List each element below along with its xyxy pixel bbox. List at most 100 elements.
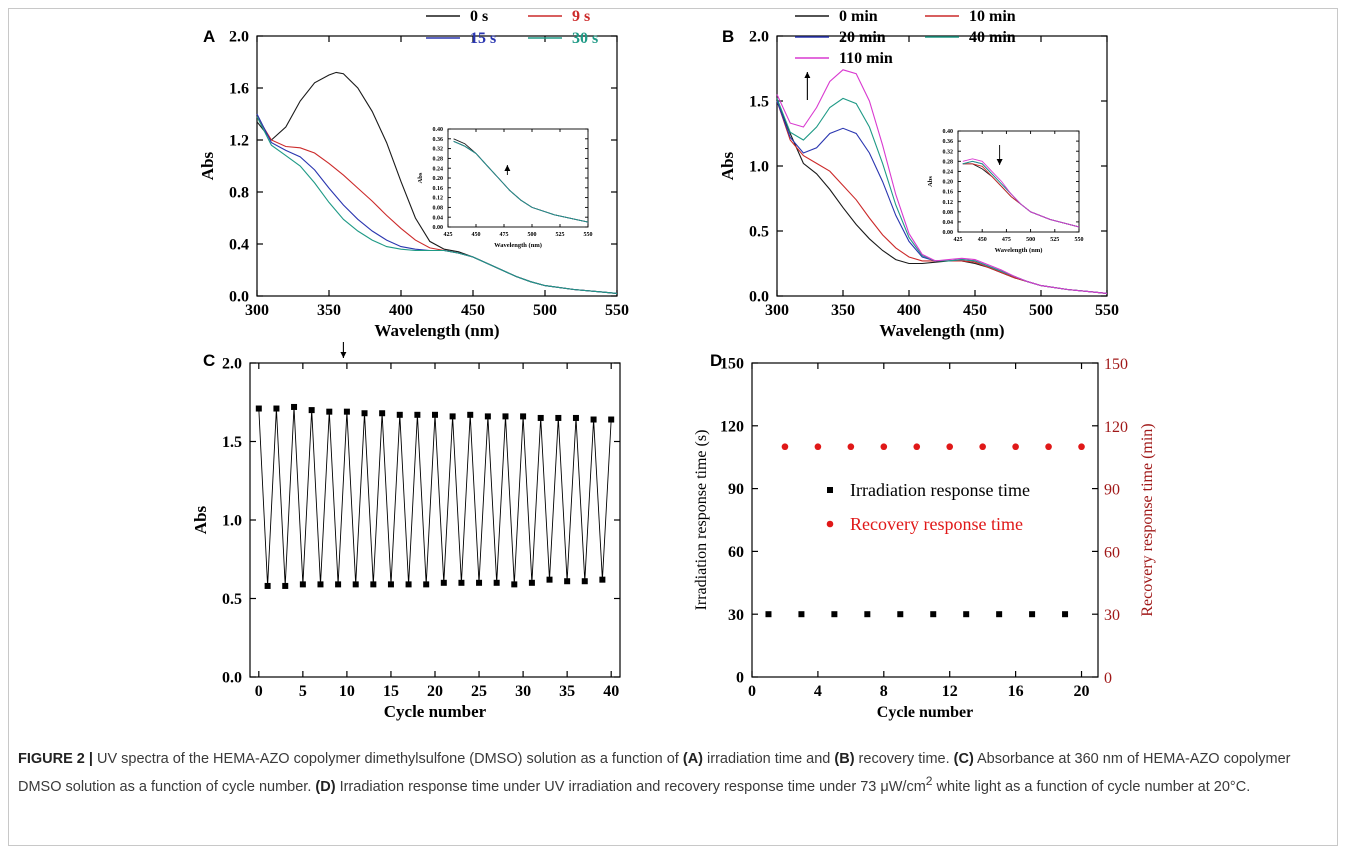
data-point bbox=[282, 582, 289, 589]
data-point bbox=[897, 611, 904, 618]
y-axis-label: Abs bbox=[198, 151, 217, 180]
x-tick-label: 0 bbox=[748, 683, 756, 700]
inset-y-axis-label: Abs bbox=[417, 172, 424, 183]
data-point bbox=[467, 411, 474, 418]
caption-ref-b: (B) bbox=[834, 751, 855, 767]
data-point bbox=[432, 411, 438, 418]
data-point bbox=[352, 581, 359, 588]
x-tick-label: 20 bbox=[1074, 683, 1090, 700]
data-point bbox=[864, 611, 871, 618]
inset-series-line bbox=[453, 140, 589, 223]
x-tick-label: 15 bbox=[383, 683, 399, 700]
inset-y-tick-label: 0.00 bbox=[943, 230, 954, 236]
data-point bbox=[476, 579, 483, 586]
inset-arrow-head bbox=[504, 165, 511, 171]
caption-text-2: irradiation time and bbox=[703, 751, 835, 767]
panel-label: B bbox=[722, 27, 734, 46]
inset-x-tick-label: 425 bbox=[444, 232, 453, 238]
inset-x-tick-label: 550 bbox=[584, 232, 593, 238]
data-point bbox=[930, 611, 937, 618]
panel-d: D 0 4 8 12 16 20 0 30 60 90 120 150 Cycle number Irrad… bbox=[693, 351, 1156, 721]
x-tick-label: 300 bbox=[765, 302, 789, 319]
data-point bbox=[831, 611, 838, 618]
legend-entry: 0 s bbox=[470, 8, 488, 25]
data-point bbox=[599, 576, 606, 583]
y-tick-label: 0 bbox=[736, 670, 744, 687]
y2-tick-label: 150 bbox=[1104, 356, 1128, 373]
caption-text-5: Irradiation response time under UV irrad… bbox=[335, 778, 926, 795]
inset-y-tick-label: 0.36 bbox=[943, 139, 954, 145]
x-tick-label: 500 bbox=[1029, 302, 1053, 319]
x-tick-label: 450 bbox=[461, 302, 485, 319]
caption-text-4: Absorbance at 360 nm of HEMA-AZO copolym… bbox=[18, 751, 1291, 795]
y2-axis-label: Recovery response time (min) bbox=[1139, 423, 1156, 616]
series-line bbox=[256, 116, 618, 294]
y-axis-label: Abs bbox=[191, 505, 210, 534]
inset-x-tick-label: 525 bbox=[556, 232, 565, 238]
data-point bbox=[361, 410, 368, 417]
data-point bbox=[423, 581, 430, 588]
caption-text-3: recovery time. bbox=[854, 751, 954, 767]
inset-y-tick-label: 0.16 bbox=[943, 190, 954, 196]
y-tick-label: 1.0 bbox=[222, 513, 242, 530]
inset-series-line bbox=[962, 160, 1080, 228]
inset-y-axis-label: Abs bbox=[927, 176, 934, 187]
y-axis-label: Abs bbox=[718, 151, 737, 180]
inset-series-line bbox=[962, 160, 1080, 228]
data-point bbox=[291, 403, 298, 410]
x-tick-label: 40 bbox=[603, 683, 619, 700]
legend-entry: Irradiation response time bbox=[850, 480, 1030, 500]
inset-x-tick-label: 475 bbox=[1002, 237, 1011, 243]
panel-label: D bbox=[710, 351, 722, 370]
data-point bbox=[370, 581, 377, 588]
inset-series-line bbox=[453, 140, 589, 223]
panel-label: A bbox=[203, 27, 215, 46]
data-point bbox=[396, 411, 403, 418]
y-tick-label: 1.0 bbox=[749, 159, 769, 176]
x-tick-label: 4 bbox=[814, 683, 822, 700]
y-axis-label: Irradiation response time (s) bbox=[693, 430, 710, 611]
legend-entry: 30 s bbox=[572, 30, 598, 47]
data-point bbox=[449, 413, 456, 420]
y-tick-label: 1.6 bbox=[229, 81, 249, 98]
figure-frame bbox=[8, 8, 1338, 846]
inset-x-tick-label: 500 bbox=[528, 232, 537, 238]
x-tick-label: 35 bbox=[559, 683, 575, 700]
inset-series-line bbox=[962, 163, 1080, 228]
y-tick-label: 30 bbox=[728, 607, 744, 624]
data-point bbox=[781, 443, 789, 451]
y2-tick-label: 90 bbox=[1104, 482, 1120, 499]
data-point bbox=[405, 581, 412, 588]
data-point bbox=[493, 579, 500, 586]
y-tick-label: 120 bbox=[720, 418, 744, 435]
y2-tick-label: 120 bbox=[1104, 419, 1128, 436]
y-tick-label: 0.5 bbox=[749, 224, 769, 241]
data-point bbox=[1062, 611, 1069, 618]
data-point bbox=[1029, 611, 1036, 618]
y-tick-label: 1.5 bbox=[749, 94, 769, 111]
series-line bbox=[256, 71, 618, 294]
plot-frame bbox=[776, 35, 1108, 297]
y-tick-label: 2.0 bbox=[229, 29, 249, 46]
x-tick-label: 25 bbox=[471, 683, 487, 700]
y-tick-label: 1.5 bbox=[222, 434, 242, 451]
data-point bbox=[798, 611, 805, 618]
main-arrow-head bbox=[804, 72, 811, 78]
inset-y-tick-label: 0.12 bbox=[943, 200, 954, 206]
x-axis-label: Wavelength (nm) bbox=[374, 321, 499, 340]
x-tick-label: 550 bbox=[1095, 302, 1119, 319]
panel-b: B 300 350 400 450 500 550 0.0 0.5 1.0 1.5 2.0 Wavele… bbox=[718, 8, 1119, 340]
y2-tick-label: 30 bbox=[1104, 607, 1120, 624]
data-point bbox=[511, 581, 518, 588]
data-point bbox=[273, 405, 280, 412]
y-tick-label: 0.8 bbox=[229, 185, 249, 202]
data-point bbox=[555, 414, 562, 421]
data-point bbox=[1078, 443, 1085, 451]
x-tick-label: 8 bbox=[880, 683, 888, 700]
data-point bbox=[299, 581, 306, 588]
inset-x-tick-label: 450 bbox=[472, 232, 481, 238]
data-point bbox=[537, 414, 544, 421]
figure-caption: FIGURE 2 | UV spectra of the HEMA-AZO co… bbox=[18, 748, 1318, 798]
panel-label: C bbox=[203, 351, 215, 370]
caption-superscript: 2 bbox=[925, 774, 933, 788]
